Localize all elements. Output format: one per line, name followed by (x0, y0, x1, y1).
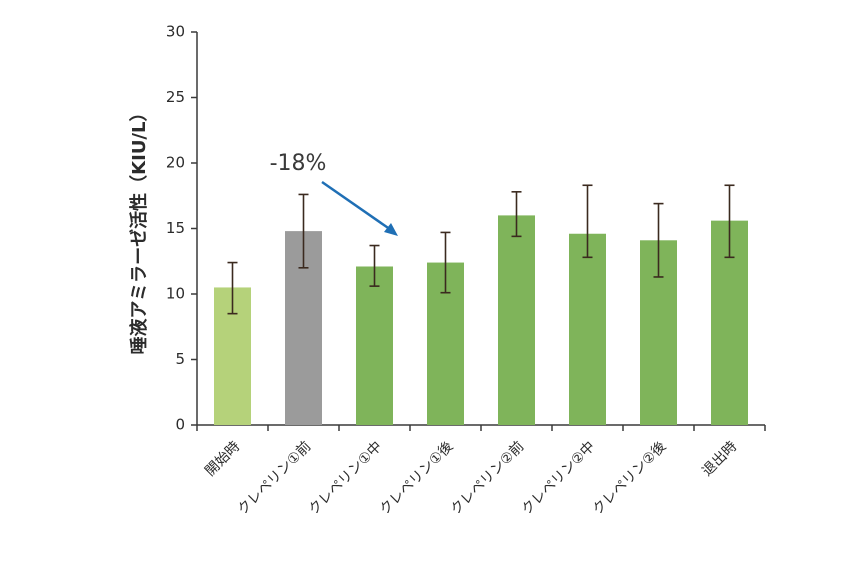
x-category-label: 開始時 (202, 439, 243, 480)
x-category-label: クレペリン①後 (377, 439, 457, 519)
x-category-label: クレペリン②後 (590, 439, 670, 519)
bar (498, 215, 535, 425)
error-bars (227, 184, 735, 315)
x-category-label: クレペリン②前 (447, 438, 527, 518)
x-category-label: クレペリン①前 (234, 438, 314, 518)
bars (214, 215, 748, 425)
y-ticks: 0 5 10 15 20 25 30 (166, 23, 197, 434)
annotation: -18% (270, 151, 398, 236)
axes (196, 32, 766, 431)
y-tick-label: 20 (166, 154, 185, 172)
annotation-arrowhead (384, 223, 398, 236)
x-category-labels: 開始時クレペリン①前クレペリン①中クレペリン①後クレペリン②前クレペリン②中クレ… (202, 438, 740, 518)
bar (356, 266, 393, 425)
x-category-label: 退出時 (699, 439, 740, 480)
x-category-label: クレペリン①中 (306, 439, 386, 519)
y-tick-label: 30 (166, 23, 185, 41)
y-tick-label: 25 (166, 88, 185, 106)
y-tick-label: 0 (175, 416, 185, 434)
bar (569, 233, 606, 425)
y-tick-label: 15 (166, 219, 185, 237)
annotation-text: -18% (270, 151, 327, 176)
y-axis-title: 唾液アミラーゼ活性（KIU/L） (128, 104, 150, 355)
x-category-label: クレペリン②中 (519, 439, 599, 519)
y-tick-label: 5 (175, 350, 185, 368)
annotation-arrow (321, 180, 395, 234)
y-tick-label: 10 (166, 285, 185, 303)
